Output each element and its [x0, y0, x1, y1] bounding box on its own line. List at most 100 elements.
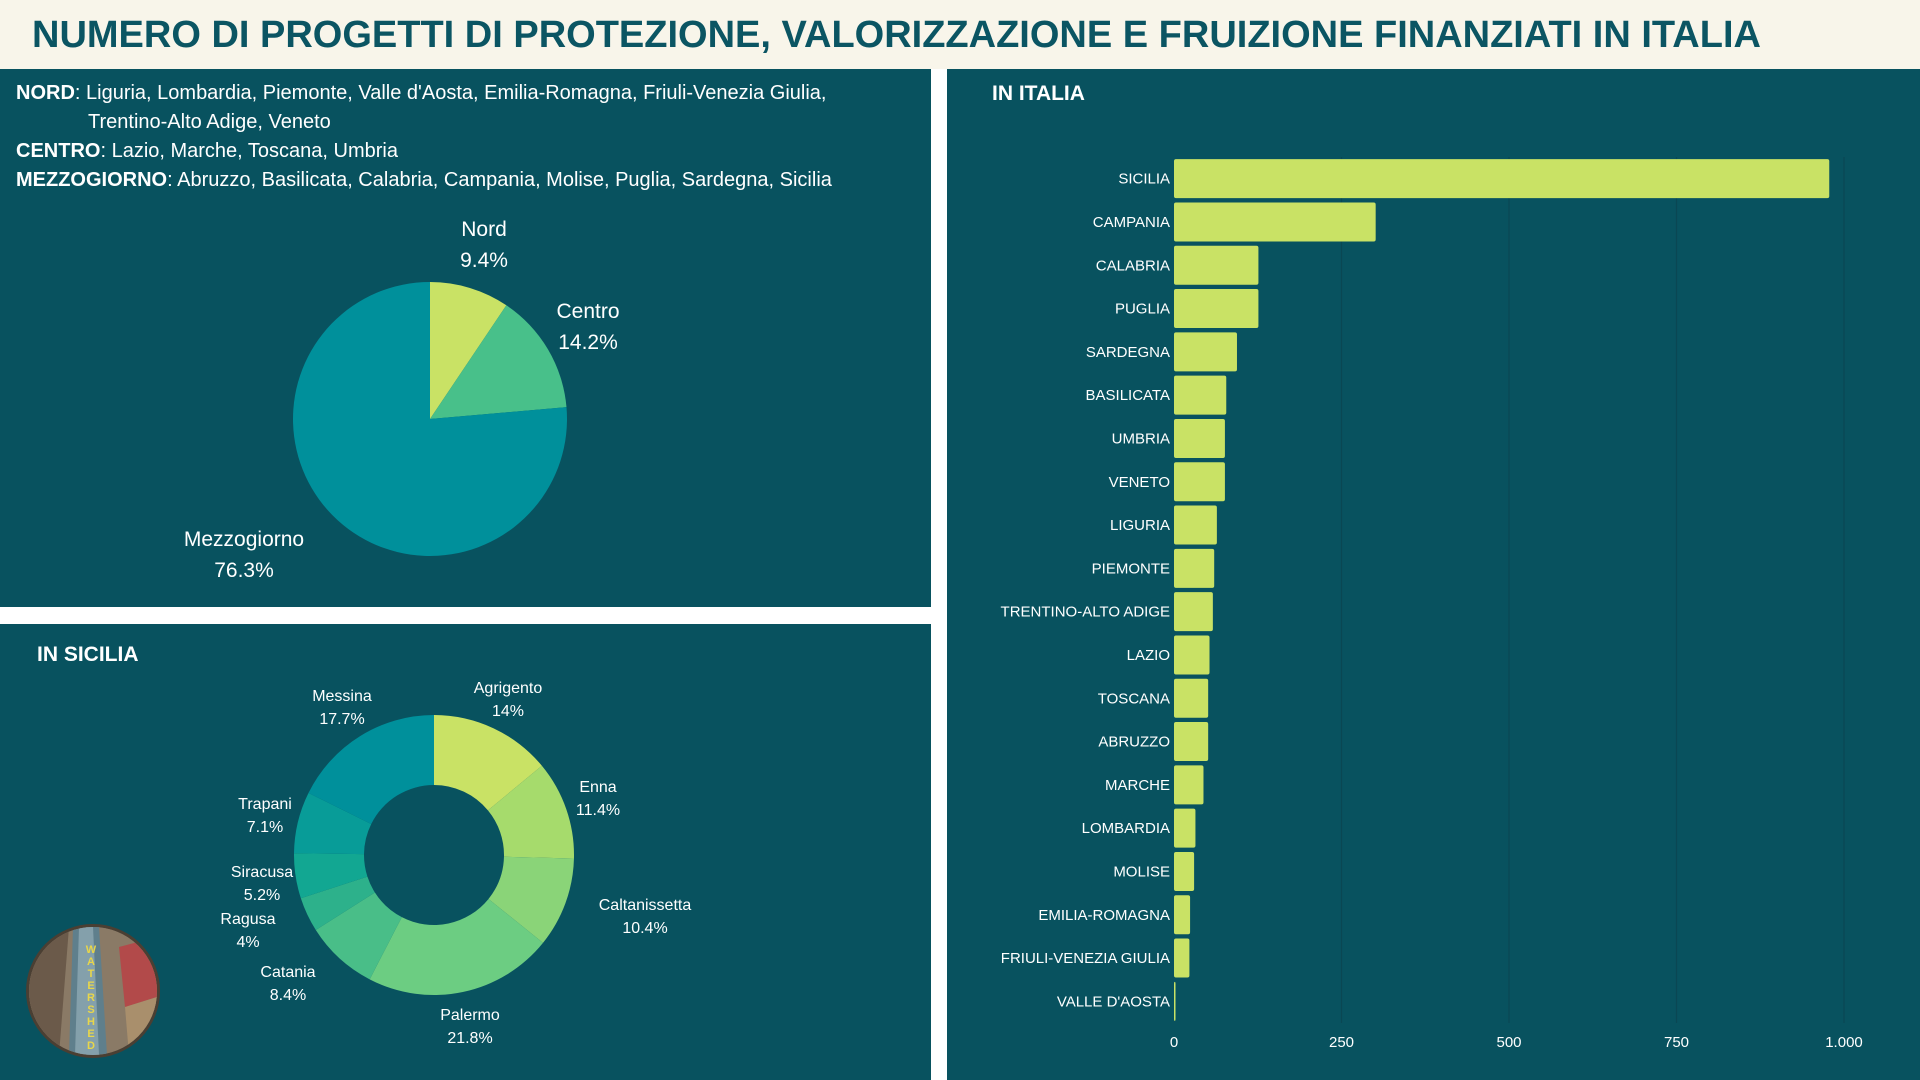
pie-value-mezzogiorno: 76.3% — [214, 559, 274, 582]
donut-label-trapani: Trapani — [238, 796, 292, 813]
bar-label-puglia: PUGLIA — [1115, 301, 1170, 318]
bar-label-friuli-venezia-giulia: FRIULI-VENEZIA GIULIA — [1001, 950, 1170, 967]
bar-label-abruzzo: ABRUZZO — [1098, 734, 1170, 751]
bar-label-basilicata: BASILICATA — [1086, 387, 1170, 404]
legend-mezzogiorno-name: MEZZOGIORNO — [16, 169, 168, 191]
bar-calabria — [1174, 245, 1259, 285]
donut-value-caltanissetta: 10.4% — [622, 920, 667, 937]
italia-bar-chart: 0 250 500 750 1.000 SICILIA CAMPANIA CALABRIA PU… — [1001, 157, 1863, 1051]
bar-trentino-alto-adige — [1174, 592, 1213, 632]
bar-campania — [1174, 202, 1376, 242]
header: NUMERO DI PROGETTI DI PROTEZIONE, VALORI… — [0, 0, 1920, 69]
x-tick-label-1-000: 1.000 — [1825, 1034, 1863, 1051]
svg-text:W: W — [86, 944, 97, 956]
bar-umbria — [1174, 418, 1225, 458]
bar-label-marche: MARCHE — [1105, 777, 1170, 794]
legend-nord: NORD: Liguria, Lombardia, Piemonte, Vall… — [16, 79, 916, 137]
bar-label-emilia-romagna: EMILIA-ROMAGNA — [1038, 907, 1170, 924]
bar-label-calabria: CALABRIA — [1096, 257, 1170, 274]
page-title: NUMERO DI PROGETTI DI PROTEZIONE, VALORI… — [32, 14, 1761, 56]
bar-label-sardegna: SARDEGNA — [1086, 344, 1170, 361]
pie-value-centro: 14.2% — [558, 331, 618, 354]
donut-value-agrigento: 14% — [492, 703, 524, 720]
pie-label-mezzogiorno: Mezzogiorno — [184, 528, 304, 551]
donut-label-enna: Enna — [579, 779, 616, 796]
bar-abruzzo — [1174, 722, 1209, 762]
bar-emilia-romagna — [1174, 895, 1191, 935]
donut-label-catania: Catania — [260, 964, 315, 981]
donut-value-palermo: 21.8% — [447, 1030, 492, 1047]
bar-lazio — [1174, 635, 1210, 675]
donut-label-siracusa: Siracusa — [231, 864, 293, 881]
bar-sardegna — [1174, 332, 1237, 372]
bar-piemonte — [1174, 548, 1215, 588]
svg-text:S: S — [87, 1004, 94, 1016]
x-tick-label-250: 250 — [1329, 1034, 1354, 1051]
italia-panel: IN ITALIA 0 250 500 750 1.000 SICILIA CAMPANIA… — [947, 69, 1920, 1080]
watershed-logo-image: WAT ERS HED — [29, 927, 157, 1055]
pie-slice-centro — [430, 305, 567, 419]
bar-veneto — [1174, 462, 1225, 502]
legend-mezzogiorno-list: : Abruzzo, Basilicata, Calabria, Campani… — [167, 169, 832, 191]
donut-label-palermo: Palermo — [440, 1007, 500, 1024]
bar-puglia — [1174, 289, 1259, 329]
donut-value-messina: 17.7% — [319, 711, 364, 728]
donut-slice-agrigento — [434, 715, 542, 811]
donut-value-siracusa: 5.2% — [244, 887, 280, 904]
sicilia-donut-chart: Agrigento 14% Enna 11.4% Caltanissetta 10.4% P… — [220, 680, 692, 1047]
svg-text:A: A — [87, 956, 95, 968]
pie-slice-nord — [430, 282, 507, 419]
bar-label-molise: MOLISE — [1113, 863, 1170, 880]
x-tick-label-0: 0 — [1170, 1034, 1178, 1051]
bar-toscana — [1174, 678, 1209, 718]
bar-basilicata — [1174, 375, 1227, 415]
svg-text:E: E — [87, 980, 94, 992]
donut-value-ragusa: 4% — [236, 934, 259, 951]
legend-nord-name: NORD — [16, 82, 75, 104]
donut-label-caltanissetta: Caltanissetta — [599, 897, 692, 914]
bar-sicilia — [1174, 159, 1830, 199]
pie-slice-mezzogiorno — [293, 282, 568, 556]
svg-text:R: R — [87, 992, 95, 1004]
regions-pie-chart: Nord 9.4% Centro 14.2% Mezzogiorno 76.3% — [184, 218, 620, 582]
regions-legend: NORD: Liguria, Lombardia, Piemonte, Vall… — [16, 79, 916, 195]
sicilia-panel-title: IN SICILIA — [37, 643, 139, 666]
bar-label-lombardia: LOMBARDIA — [1082, 820, 1170, 837]
bar-molise — [1174, 851, 1195, 891]
bar-valle-d-aosta — [1174, 981, 1176, 1021]
donut-slice-ragusa — [300, 876, 375, 931]
bar-label-liguria: LIGURIA — [1110, 517, 1170, 534]
svg-text:D: D — [87, 1040, 95, 1052]
bar-label-sicilia: SICILIA — [1118, 171, 1170, 188]
bar-label-trentino-alto-adige: TRENTINO-ALTO ADIGE — [1001, 604, 1170, 621]
bar-label-toscana: TOSCANA — [1098, 690, 1170, 707]
donut-label-messina: Messina — [312, 688, 372, 705]
italia-panel-title: IN ITALIA — [992, 82, 1085, 105]
legend-centro-list: : Lazio, Marche, Toscana, Umbria — [100, 140, 398, 162]
bar-label-campania: CAMPANIA — [1093, 214, 1170, 231]
bar-label-lazio: LAZIO — [1127, 647, 1170, 664]
x-tick-label-500: 500 — [1496, 1034, 1521, 1051]
svg-text:E: E — [87, 1028, 94, 1040]
pie-value-nord: 9.4% — [460, 249, 508, 272]
svg-text:H: H — [87, 1016, 95, 1028]
bar-marche — [1174, 765, 1204, 805]
donut-slice-siracusa — [294, 853, 368, 899]
legend-centro: CENTRO: Lazio, Marche, Toscana, Umbria — [16, 137, 916, 166]
bar-label-piemonte: PIEMONTE — [1092, 560, 1170, 577]
bar-label-umbria: UMBRIA — [1112, 430, 1170, 447]
donut-value-catania: 8.4% — [270, 987, 306, 1004]
donut-value-trapani: 7.1% — [247, 819, 283, 836]
donut-label-ragusa: Ragusa — [220, 911, 275, 928]
pie-label-centro: Centro — [556, 300, 619, 323]
donut-slice-catania — [315, 892, 402, 980]
legend-mezzogiorno: MEZZOGIORNO: Abruzzo, Basilicata, Calabr… — [16, 166, 916, 195]
donut-slice-trapani — [294, 793, 372, 855]
bar-lombardia — [1174, 808, 1196, 848]
donut-slice-palermo — [369, 898, 543, 995]
pie-label-nord: Nord — [461, 218, 507, 241]
legend-nord-list-cont: Trentino-Alto Adige, Veneto — [88, 111, 331, 133]
bar-label-valle-d-aosta: VALLE D'AOSTA — [1057, 993, 1170, 1010]
bar-label-veneto: VENETO — [1109, 474, 1170, 491]
